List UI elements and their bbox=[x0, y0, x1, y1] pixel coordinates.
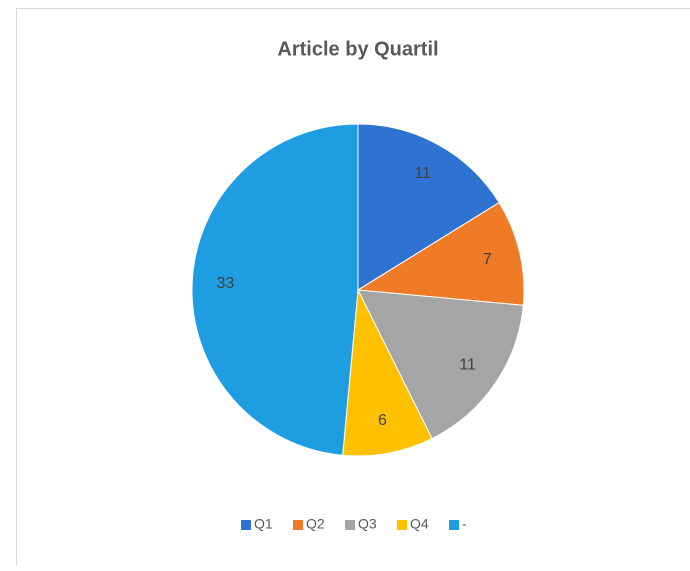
legend-label: Q1 bbox=[254, 516, 273, 532]
chart-title: Article by Quartil bbox=[277, 38, 438, 60]
data-label: 6 bbox=[378, 412, 387, 429]
data-label: 11 bbox=[459, 356, 476, 373]
data-label: 11 bbox=[414, 165, 431, 182]
legend-swatch bbox=[293, 520, 303, 530]
legend-label: Q3 bbox=[358, 516, 377, 532]
legend-swatch bbox=[449, 520, 459, 530]
legend-label: Q4 bbox=[410, 516, 429, 532]
legend-swatch bbox=[345, 520, 355, 530]
data-label: 7 bbox=[483, 251, 492, 268]
legend-label: Q2 bbox=[306, 516, 325, 532]
legend-swatch bbox=[397, 520, 407, 530]
legend-swatch bbox=[241, 520, 251, 530]
legend-label: - bbox=[462, 516, 467, 532]
data-label: 33 bbox=[216, 275, 234, 292]
